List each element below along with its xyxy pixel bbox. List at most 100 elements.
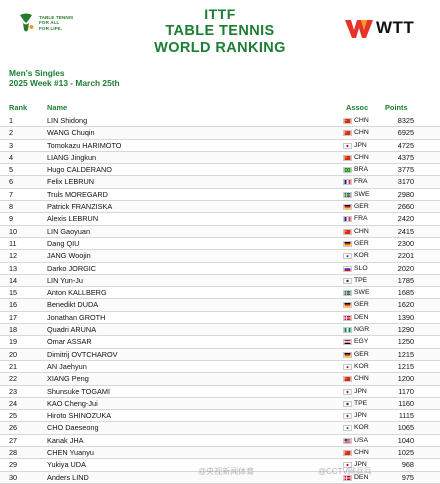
tpe-flag-icon xyxy=(343,400,352,407)
points-cell: 975 xyxy=(401,472,414,482)
kor-flag-icon xyxy=(343,425,352,432)
rank-cell: 2 xyxy=(9,128,14,138)
ger-flag-icon xyxy=(343,240,352,247)
rank-cell: 29 xyxy=(9,460,18,470)
points-cell: 2415 xyxy=(397,226,414,236)
assoc-cell: CHN xyxy=(354,153,369,161)
assoc-cell: GER xyxy=(354,239,369,247)
rank-cell: 21 xyxy=(9,361,18,371)
rank-cell: 30 xyxy=(9,472,18,482)
title-line-3: WORLD RANKING xyxy=(154,40,286,56)
table-row: 27 Kanak JHA USA 1040 xyxy=(0,434,440,448)
wtt-logo-text: WTT xyxy=(376,18,415,37)
points-cell: 1685 xyxy=(397,288,414,298)
rank-cell: 1 xyxy=(9,116,14,125)
player-name-cell: Anders LIND xyxy=(47,472,89,482)
points-cell: 1065 xyxy=(397,423,414,433)
points-cell: 1025 xyxy=(397,448,414,458)
player-name-cell: LIN Shidong xyxy=(47,116,88,125)
table-row: 14 LIN Yun-Ju TPE 1785 xyxy=(0,274,440,288)
table-row: 23 Shunsuke TOGAMI JPN 1170 xyxy=(0,385,440,398)
player-name-cell: AN Jaehyun xyxy=(47,361,87,371)
chn-flag-icon xyxy=(343,376,352,383)
assoc-cell: JPN xyxy=(354,461,367,469)
assoc-cell: FRA xyxy=(354,215,368,223)
player-name-cell: Shunsuke TOGAMI xyxy=(47,386,110,396)
assoc-cell: GER xyxy=(354,301,369,309)
points-cell: 4725 xyxy=(397,140,414,150)
player-name-cell: Kanak JHA xyxy=(47,435,84,445)
table-row: 10 LIN Gaoyuan CHN 2415 xyxy=(0,225,440,238)
assoc-cell: USA xyxy=(354,436,368,444)
points-cell: 1290 xyxy=(397,325,414,335)
player-name-cell: XIANG Peng xyxy=(47,374,89,384)
player-name-cell: Hiroto SHINOZUKA xyxy=(47,411,112,421)
player-name-cell: LIN Gaoyuan xyxy=(47,226,90,236)
assoc-cell: BRA xyxy=(354,166,368,174)
rank-cell: 11 xyxy=(9,238,17,248)
assoc-cell: SLO xyxy=(354,264,368,272)
table-row: 17 Jonathan GROTH DEN 1390 xyxy=(0,311,440,325)
table-row: 2 WANG Chuqin CHN 6925 xyxy=(0,127,440,140)
assoc-cell: SWE xyxy=(354,289,370,297)
points-cell: 2660 xyxy=(397,202,414,212)
swe-flag-icon xyxy=(343,290,352,297)
kor-flag-icon xyxy=(343,253,352,260)
assoc-cell: JPN xyxy=(354,412,367,420)
table-row: 11 Dang QIU GER 2300 xyxy=(0,237,440,251)
table-row: 12 JANG Woojin KOR 2201 xyxy=(0,250,440,263)
rank-cell: 19 xyxy=(9,337,18,347)
assoc-cell: JPN xyxy=(354,387,367,395)
player-name-cell: Alexis LEBRUN xyxy=(47,214,99,224)
player-name-cell: Felix LEBRUN xyxy=(47,177,95,187)
player-name-cell: KAO Cheng-Jui xyxy=(47,398,98,408)
player-name-cell: Dimitrij OVTCHAROV xyxy=(47,349,118,359)
rank-cell: 12 xyxy=(9,251,18,261)
assoc-cell: DEN xyxy=(354,313,369,321)
assoc-cell: SWE xyxy=(354,190,370,198)
ger-flag-icon xyxy=(343,302,352,309)
slo-flag-icon xyxy=(343,265,352,272)
chn-flag-icon xyxy=(343,450,352,457)
player-name-cell: JANG Woojin xyxy=(47,251,91,261)
table-row: 19 Omar ASSAR EGY 1250 xyxy=(0,336,440,349)
player-name-cell: Jonathan GROTH xyxy=(47,312,106,322)
assoc-cell: NGR xyxy=(354,326,370,334)
assoc-cell: CHN xyxy=(354,449,369,457)
player-name-cell: Darko JORGIC xyxy=(47,263,97,273)
player-name-cell: Anton KALLBERG xyxy=(47,288,107,298)
points-cell: 1215 xyxy=(397,361,414,371)
den-flag-icon xyxy=(343,314,352,321)
table-row: 18 Quadri ARUNA NGR 1290 xyxy=(0,324,440,337)
points-cell: 1215 xyxy=(397,349,414,359)
assoc-cell: DEN xyxy=(354,473,369,481)
rank-cell: 23 xyxy=(9,386,18,396)
rank-cell: 4 xyxy=(9,152,14,162)
points-cell: 1785 xyxy=(397,275,414,285)
rank-cell: 9 xyxy=(9,214,14,224)
assoc-cell: EGY xyxy=(354,338,369,346)
player-name-cell: Omar ASSAR xyxy=(47,337,92,347)
table-row: 20 Dimitrij OVTCHAROV GER 1215 xyxy=(0,348,440,361)
table-row: 30 Anders LIND DEN 975 xyxy=(0,471,440,484)
jpn-flag-icon xyxy=(343,413,352,420)
header: TABLE TENNIS FOR ALL FOR LIFE. ITTF TABL… xyxy=(0,0,440,64)
assoc-cell: CHN xyxy=(354,117,369,124)
points-cell: 1170 xyxy=(398,386,414,396)
points-cell: 3775 xyxy=(397,165,414,175)
player-name-cell: Dang QIU xyxy=(47,238,80,248)
player-name-cell: Truls MOREGARD xyxy=(47,189,108,199)
title-line-2: TABLE TENNIS xyxy=(165,23,275,39)
ittf-logo: TABLE TENNIS FOR ALL FOR LIFE. xyxy=(16,10,86,40)
assoc-cell: GER xyxy=(354,350,369,358)
rank-cell: 20 xyxy=(9,349,18,359)
rank-cell: 18 xyxy=(9,325,18,335)
assoc-cell: KOR xyxy=(354,252,369,260)
chn-flag-icon xyxy=(343,130,352,137)
kor-flag-icon xyxy=(343,363,352,370)
points-cell: 1390 xyxy=(397,312,414,322)
rank-cell: 17 xyxy=(9,312,18,322)
swe-flag-icon xyxy=(343,191,352,198)
assoc-cell: GER xyxy=(354,203,369,211)
points-cell: 968 xyxy=(401,460,414,470)
